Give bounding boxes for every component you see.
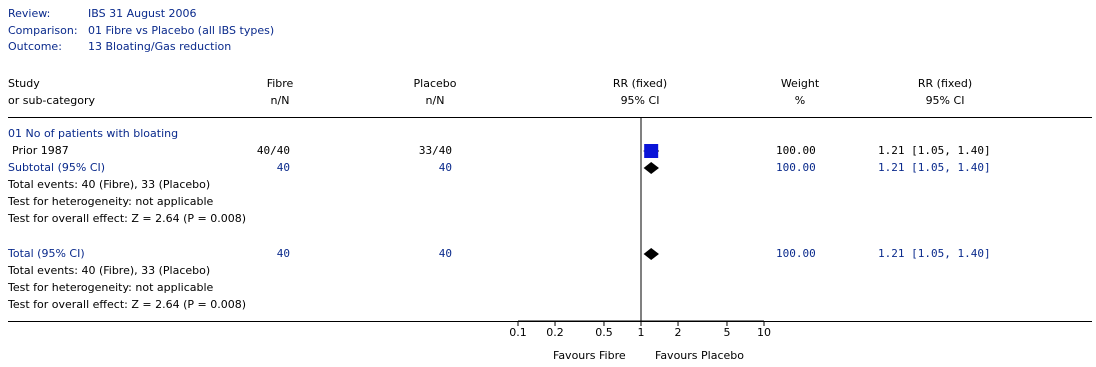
group-title: 01 No of patients with bloating [8, 127, 179, 140]
outcome-label: Outcome: [8, 40, 62, 53]
header-weight: Weight [780, 77, 820, 90]
header-placebo: Placebo [413, 77, 457, 90]
study-weight: 100.00 [776, 144, 816, 157]
total-weight: 100.00 [776, 247, 816, 260]
study-marker [644, 144, 659, 158]
header-rr-ci: 95% CI [620, 94, 660, 107]
subtotal-ci: 1.21 [1.05, 1.40] [878, 161, 991, 174]
x-tick-label: 0.5 [595, 326, 613, 339]
favours-right-label: Favours Placebo [655, 349, 744, 362]
comparison-value: 01 Fibre vs Placebo (all IBS types) [88, 24, 275, 37]
header-study: Study [8, 77, 40, 90]
study-fibre-nn: 40/40 [256, 144, 290, 157]
study-ci: 1.21 [1.05, 1.40] [878, 144, 991, 157]
header-placebo-nn: n/N [425, 94, 445, 107]
header-divider [8, 117, 1092, 118]
outcome-value: 13 Bloating/Gas reduction [88, 40, 232, 53]
x-tick-label: 10 [757, 326, 771, 339]
favours-left-label: Favours Fibre [553, 349, 626, 362]
subtotal-heterogeneity: Test for heterogeneity: not applicable [8, 195, 214, 208]
subtotal-weight: 100.00 [776, 161, 816, 174]
total-diamond [643, 248, 659, 260]
header-rr-fixed-2: RR (fixed) [917, 77, 973, 90]
x-tick-label: 1 [638, 326, 645, 339]
total-events: Total events: 40 (Fibre), 33 (Placebo) [8, 264, 211, 277]
header-weight-pct: % [794, 94, 806, 107]
total-fibre: 40 [276, 247, 290, 260]
header-rr-ci-2: 95% CI [925, 94, 965, 107]
total-overall-effect: Test for overall effect: Z = 2.64 (P = 0… [8, 298, 246, 311]
review-value: IBS 31 August 2006 [88, 7, 197, 20]
subtotal-label: Subtotal (95% CI) [8, 161, 106, 174]
header-fibre-nn: n/N [270, 94, 290, 107]
review-label: Review: [8, 7, 51, 20]
study-name: Prior 1987 [12, 144, 69, 157]
header-rr-fixed: RR (fixed) [612, 77, 668, 90]
total-heterogeneity: Test for heterogeneity: not applicable [8, 281, 214, 294]
header-subcategory: or sub-category [8, 94, 96, 107]
total-label: Total (95% CI) [8, 247, 85, 260]
total-placebo: 40 [438, 247, 452, 260]
study-placebo-nn: 33/40 [418, 144, 452, 157]
total-ci: 1.21 [1.05, 1.40] [878, 247, 991, 260]
subtotal-events: Total events: 40 (Fibre), 33 (Placebo) [8, 178, 211, 191]
x-tick-label: 2 [675, 326, 682, 339]
comparison-label: Comparison: [8, 24, 78, 37]
x-tick-label: 5 [723, 326, 730, 339]
subtotal-fibre: 40 [276, 161, 290, 174]
subtotal-diamond [643, 162, 659, 174]
subtotal-placebo: 40 [438, 161, 452, 174]
header-fibre: Fibre [266, 77, 294, 90]
x-tick-label: 0.1 [509, 326, 527, 339]
subtotal-overall-effect: Test for overall effect: Z = 2.64 (P = 0… [8, 212, 246, 225]
x-tick-label: 0.2 [546, 326, 564, 339]
